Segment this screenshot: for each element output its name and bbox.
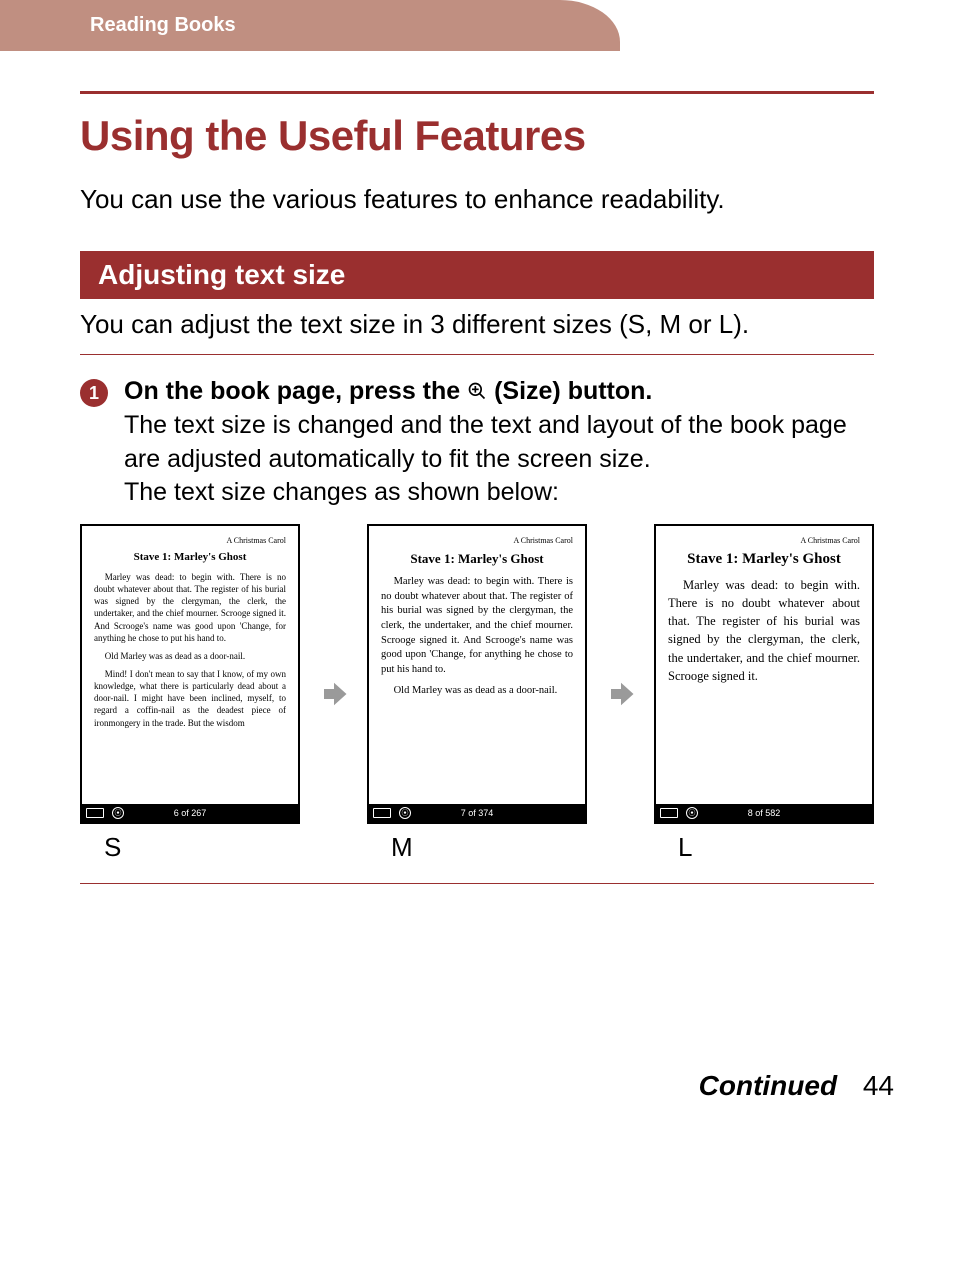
step-body-line2: The text size changes as shown below: xyxy=(124,476,874,510)
title-rule xyxy=(80,91,874,94)
screen-m-source: A Christmas Carol xyxy=(381,536,573,545)
step-body: On the book page, press the (Size) butto… xyxy=(124,375,874,510)
screen-m-page: 7 of 374 xyxy=(461,808,494,818)
battery-icon xyxy=(660,808,678,818)
screen-s-title: Stave 1: Marley's Ghost xyxy=(94,551,286,563)
size-previews: A Christmas Carol Stave 1: Marley's Ghos… xyxy=(80,524,874,863)
screen-m-para2: Old Marley was as dead as a door-nail. xyxy=(381,684,573,699)
arrow-right-icon xyxy=(319,679,349,709)
bottom-divider xyxy=(80,883,874,884)
step-head-before: On the book page, press the xyxy=(124,377,467,405)
step-number-badge: 1 xyxy=(80,379,108,407)
section-heading: Adjusting text size xyxy=(80,251,874,299)
preview-l: A Christmas Carol Stave 1: Marley's Ghos… xyxy=(654,524,874,863)
label-l: L xyxy=(678,832,692,863)
arrow-right-icon xyxy=(606,679,636,709)
screen-s-para2: Old Marley was as dead as a door-nail. xyxy=(94,650,286,662)
screen-s-page: 6 of 267 xyxy=(174,808,207,818)
battery-icon xyxy=(373,808,391,818)
continued-label: Continued xyxy=(699,1070,837,1101)
screen-l-statusbar: ⦿ 8 of 582 xyxy=(656,804,872,822)
step-1: 1 On the book page, press the (Size) but… xyxy=(80,375,874,510)
intro-text: You can use the various features to enha… xyxy=(80,184,874,215)
screen-l-para1: Marley was dead: to begin with. There is… xyxy=(668,576,860,685)
step-head-after: (Size) button. xyxy=(487,377,652,405)
screen-m-para1: Marley was dead: to begin with. There is… xyxy=(381,575,573,678)
screen-l-title: Stave 1: Marley's Ghost xyxy=(668,551,860,568)
page-number: 44 xyxy=(863,1070,894,1101)
screen-l: A Christmas Carol Stave 1: Marley's Ghos… xyxy=(654,524,874,824)
options-icon: ⦿ xyxy=(686,807,698,819)
screen-s-para1: Marley was dead: to begin with. There is… xyxy=(94,571,286,644)
step-body-line1: The text size is changed and the text an… xyxy=(124,409,874,477)
section-description: You can adjust the text size in 3 differ… xyxy=(80,309,874,340)
screen-l-page: 8 of 582 xyxy=(748,808,781,818)
options-icon: ⦿ xyxy=(399,807,411,819)
preview-s: A Christmas Carol Stave 1: Marley's Ghos… xyxy=(80,524,300,863)
screen-s: A Christmas Carol Stave 1: Marley's Ghos… xyxy=(80,524,300,824)
screen-l-source: A Christmas Carol xyxy=(668,536,860,545)
screen-s-statusbar: ⦿ 6 of 267 xyxy=(82,804,298,822)
label-s: S xyxy=(104,832,121,863)
options-icon: ⦿ xyxy=(112,807,124,819)
size-icon xyxy=(467,377,487,405)
breadcrumb: Reading Books xyxy=(0,0,620,51)
screen-s-para3: Mind! I don't mean to say that I know, o… xyxy=(94,668,286,729)
page-title: Using the Useful Features xyxy=(80,112,874,160)
battery-icon xyxy=(86,808,104,818)
section-divider xyxy=(80,354,874,355)
preview-m: A Christmas Carol Stave 1: Marley's Ghos… xyxy=(367,524,587,863)
screen-m-statusbar: ⦿ 7 of 374 xyxy=(369,804,585,822)
screen-m: A Christmas Carol Stave 1: Marley's Ghos… xyxy=(367,524,587,824)
screen-m-title: Stave 1: Marley's Ghost xyxy=(381,551,573,567)
page-footer: Continued 44 xyxy=(0,892,954,1122)
label-m: M xyxy=(391,832,413,863)
screen-s-source: A Christmas Carol xyxy=(94,536,286,545)
